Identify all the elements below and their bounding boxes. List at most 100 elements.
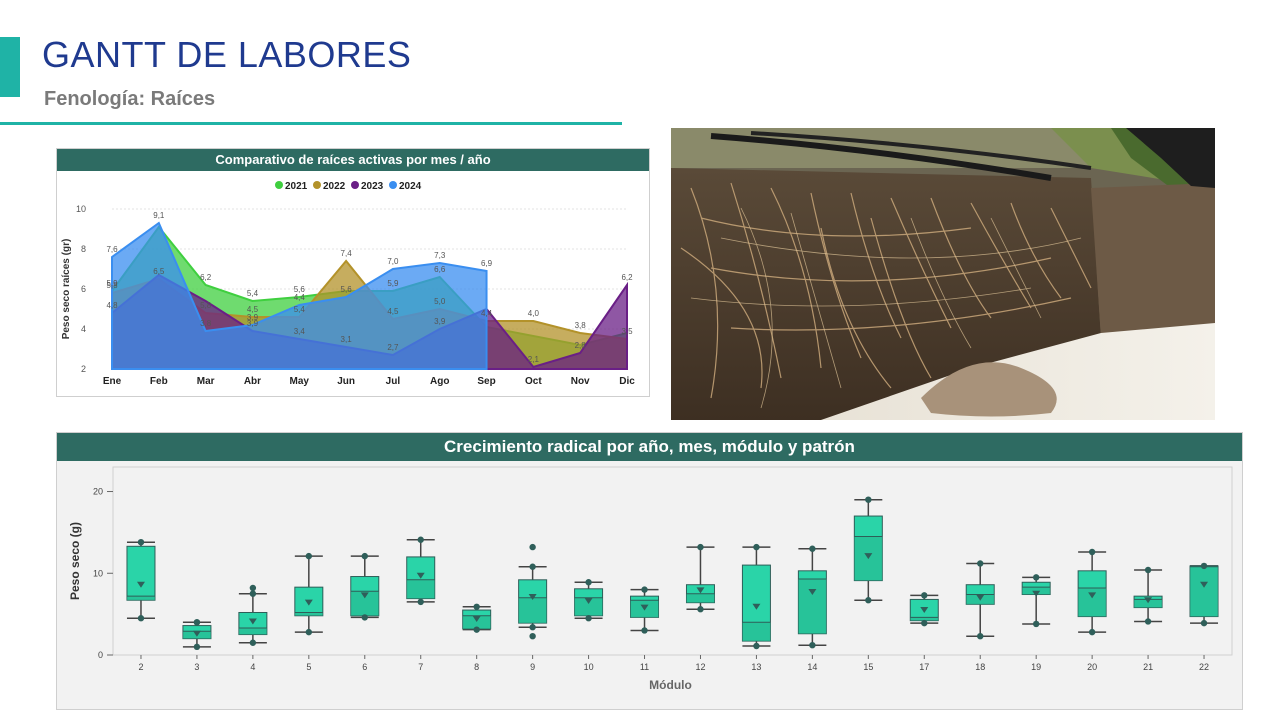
whisker-end-point — [529, 563, 536, 570]
x-tick-label: Jun — [337, 376, 355, 387]
whisker-end-point — [697, 606, 704, 613]
outlier-point — [193, 619, 201, 626]
data-label: 6,5 — [153, 267, 165, 276]
whisker-end-point — [193, 643, 201, 651]
data-label: 3,9 — [247, 313, 259, 322]
data-label: 7,3 — [434, 251, 446, 260]
x-tick-label: 3 — [194, 662, 199, 672]
x-tick-label: 8 — [474, 662, 479, 672]
mean-marker — [304, 599, 313, 606]
y-axis-label: Peso seco (g) — [68, 522, 82, 600]
mean-marker — [864, 553, 873, 560]
box-lower-half — [294, 612, 323, 616]
legend-label: 2023 — [361, 181, 384, 192]
whisker-end-point — [753, 543, 760, 551]
mean-marker — [528, 593, 537, 600]
y-tick-label: 0 — [98, 650, 103, 660]
whisker-end-point — [1032, 574, 1040, 581]
whisker-end-point — [697, 543, 704, 551]
whisker-end-point — [1200, 562, 1208, 570]
data-label: 5,8 — [106, 281, 118, 290]
mean-marker — [976, 594, 985, 601]
box-lower-half — [1190, 566, 1219, 617]
data-label: 3,1 — [341, 335, 353, 344]
data-label: 3,8 — [575, 321, 587, 330]
x-tick-label: Abr — [244, 376, 261, 387]
legend-marker — [275, 181, 283, 189]
box-lower-half — [798, 578, 827, 634]
mean-marker — [584, 598, 593, 605]
data-label: 5,4 — [294, 305, 306, 314]
box-lower-half — [574, 597, 603, 616]
box-plot: 0 10 20 Peso seco (g) Módulo 2 3 4 5 6 7 8 9 10 11 12 13… — [68, 466, 1233, 692]
x-tick-label: 14 — [807, 662, 817, 672]
area-chart-title: Comparativo de raíces activas por mes / … — [57, 149, 649, 171]
whisker-end-point — [361, 614, 368, 621]
whisker-end-point — [1088, 628, 1096, 636]
whisker-end-point — [137, 615, 145, 622]
data-label: 2,7 — [387, 343, 399, 352]
x-tick-label: 18 — [975, 662, 985, 672]
whisker-end-point — [361, 552, 368, 560]
data-label: 4,4 — [481, 309, 493, 318]
y-tick-label: 10 — [93, 568, 103, 578]
whisker-end-point — [1144, 618, 1152, 625]
x-tick-label: 4 — [250, 662, 255, 672]
x-tick-label: 7 — [418, 662, 423, 672]
mean-marker — [696, 587, 705, 594]
whisker-end-point — [865, 597, 872, 604]
box-lower-half — [1078, 587, 1107, 617]
y-tick-label: 20 — [93, 487, 103, 497]
outlier-point — [249, 584, 257, 592]
area-chart-panel: Comparativo de raíces activas por mes / … — [56, 148, 650, 397]
x-tick-label: Sep — [477, 376, 495, 387]
box-lower-half — [910, 617, 939, 621]
x-tick-label: 11 — [640, 662, 649, 672]
data-label: 6,6 — [434, 265, 446, 274]
plot-area — [112, 466, 1233, 656]
x-tick-label: May — [290, 376, 310, 387]
y-axis-label: Peso seco raíces (gr) — [61, 239, 72, 340]
data-label: 2,1 — [528, 355, 540, 364]
whisker-end-point — [921, 619, 928, 627]
x-tick-label: 15 — [863, 662, 873, 672]
box-lower-half — [1134, 599, 1163, 608]
x-tick-label: Oct — [525, 376, 542, 387]
x-tick-label: 9 — [530, 662, 535, 672]
data-label: 3,9 — [247, 319, 259, 328]
data-label: 2,8 — [575, 341, 587, 350]
y-tick-label: 4 — [81, 324, 86, 334]
data-label: 7,6 — [106, 245, 118, 254]
mean-marker — [136, 581, 145, 588]
x-tick-label: Ago — [430, 376, 449, 387]
x-axis-label: Módulo — [649, 678, 692, 692]
data-label: 3,9 — [434, 317, 446, 326]
whisker-end-point — [417, 598, 424, 606]
mean-marker — [752, 603, 761, 610]
whisker-end-point — [585, 615, 592, 622]
data-label: 6,9 — [481, 259, 493, 268]
x-tick-label: 12 — [695, 662, 705, 672]
whisker-end-point — [249, 639, 257, 646]
whisker-end-point — [305, 628, 313, 636]
whisker-end-point — [977, 560, 984, 567]
x-tick-label: Feb — [150, 376, 168, 387]
mean-marker — [1088, 592, 1097, 599]
mean-marker — [416, 572, 425, 579]
data-label: 5,9 — [106, 279, 118, 288]
whisker-end-point — [1032, 620, 1040, 628]
box — [126, 545, 156, 601]
data-label: 4,0 — [528, 309, 540, 318]
box-lower-half — [462, 615, 491, 629]
whisker-end-point — [641, 586, 648, 593]
mean-marker — [192, 630, 201, 637]
x-tick-label: Ene — [103, 376, 122, 387]
data-label: 5,4 — [247, 289, 259, 298]
y-tick-label: 10 — [76, 204, 86, 214]
mean-marker — [1032, 590, 1041, 597]
whisker-end-point — [473, 626, 480, 633]
legend-marker — [389, 181, 397, 189]
x-tick-label: 20 — [1087, 662, 1097, 672]
legend-marker — [313, 181, 321, 189]
x-tick-label: 17 — [919, 662, 929, 672]
